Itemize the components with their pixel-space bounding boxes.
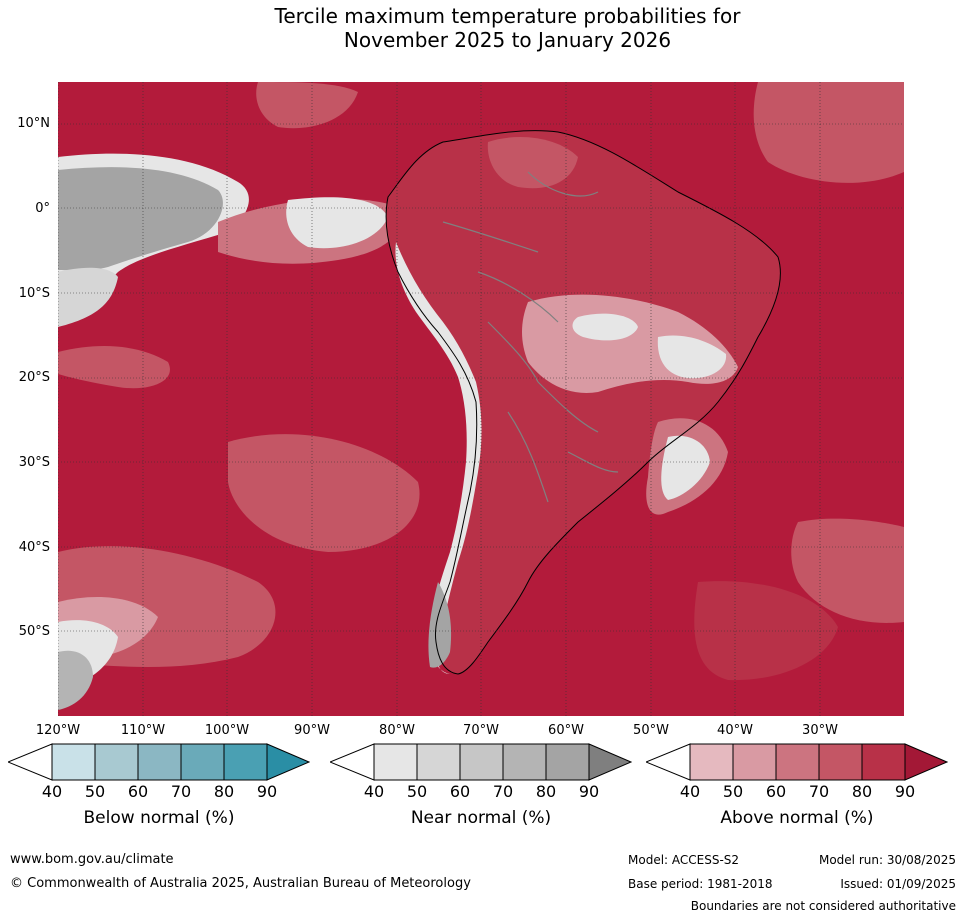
map-title: Tercile maximum temperature probabilitie…: [0, 4, 965, 52]
below-tick-70: 70: [170, 782, 192, 801]
above-tick-40: 40: [679, 782, 701, 801]
above-tick-90: 90: [894, 782, 916, 801]
galapagos-near-normal: [286, 197, 388, 249]
below-tick-90: 90: [256, 782, 278, 801]
lat-label-0: 0°: [35, 201, 50, 216]
colorbar-below-title: Below normal (%): [83, 808, 235, 828]
below-tick-40: 40: [41, 782, 63, 801]
below-tick-50: 50: [84, 782, 106, 801]
venezuela-above-70: [487, 137, 578, 189]
lon-label-110w: 110°W: [120, 723, 166, 738]
probability-map: [57, 82, 904, 716]
lon-label-50w: 50°W: [633, 723, 669, 738]
boundaries-note: Boundaries are not considered authoritat…: [690, 899, 956, 913]
lat-label-50s: 50°S: [18, 624, 50, 639]
brazil-near-normal-west: [572, 313, 638, 341]
colorbar-near-segments: [330, 743, 632, 781]
colorbar-near-normal: [330, 743, 632, 781]
colorbar-near-title: Near normal (%): [410, 808, 552, 828]
colorbar-above-normal: [646, 743, 948, 781]
patagonia-near-normal-dark: [428, 582, 452, 668]
brazil-near-normal-east: [657, 335, 727, 379]
near-tick-40: 40: [363, 782, 385, 801]
colorbar-below-normal: [8, 743, 310, 781]
near-tick-80: 80: [535, 782, 557, 801]
below-tick-60: 60: [127, 782, 149, 801]
atlantic-south-above-70: [791, 518, 904, 623]
lat-label-20s: 20°S: [18, 370, 50, 385]
issued-text: Issued: 01/09/2025: [840, 877, 956, 891]
lon-label-100w: 100°W: [204, 723, 250, 738]
copyright-text: © Commonwealth of Australia 2025, Austra…: [10, 876, 471, 891]
map-canvas: [57, 82, 904, 716]
atlantic-north-above-70: [753, 82, 904, 183]
coastline: [385, 130, 781, 675]
lon-label-60w: 60°W: [548, 723, 584, 738]
lat-label-10s: 10°S: [18, 286, 50, 301]
atlantic-near-normal: [661, 435, 710, 500]
lat-label-10n: 10°N: [17, 116, 50, 131]
lat-label-30s: 30°S: [18, 455, 50, 470]
colorbar-above-title: Above normal (%): [720, 808, 874, 828]
near-tick-50: 50: [406, 782, 428, 801]
pacific-near-normal-south: [58, 267, 118, 327]
base-period-text: Base period: 1981-2018: [628, 877, 773, 891]
pacific-above-70-north: [256, 82, 358, 129]
model-text: Model: ACCESS-S2: [628, 853, 740, 867]
colorbar-above-segments: [646, 743, 948, 781]
lon-label-30w: 30°W: [802, 723, 838, 738]
title-line-1: Tercile maximum temperature probabilitie…: [274, 4, 741, 28]
website-text: www.bom.gov.au/climate: [10, 852, 174, 867]
above-tick-60: 60: [765, 782, 787, 801]
lat-label-40s: 40°S: [18, 540, 50, 555]
atlantic-south-above-80: [694, 581, 838, 681]
pacific-near-normal-dark: [58, 167, 223, 271]
graticule: [57, 82, 904, 716]
near-tick-70: 70: [492, 782, 514, 801]
lon-label-40w: 40°W: [717, 723, 753, 738]
lon-label-80w: 80°W: [379, 723, 415, 738]
lon-label-120w: 120°W: [35, 723, 81, 738]
country-borders: [442, 171, 619, 503]
title-line-2: November 2025 to January 2026: [343, 28, 672, 52]
south-america-land: [386, 130, 781, 675]
pacific-near-normal-southwest-dark: [58, 650, 93, 710]
andes-near-normal: [395, 242, 482, 674]
above-tick-80: 80: [851, 782, 873, 801]
pacific-above-70-c: [228, 434, 420, 552]
near-tick-60: 60: [449, 782, 471, 801]
model-run-text: Model run: 30/08/2025: [818, 853, 956, 867]
above-tick-70: 70: [808, 782, 830, 801]
lon-label-70w: 70°W: [463, 723, 499, 738]
near-tick-90: 90: [578, 782, 600, 801]
below-tick-80: 80: [213, 782, 235, 801]
lon-label-90w: 90°W: [294, 723, 330, 738]
above-tick-50: 50: [722, 782, 744, 801]
colorbar-below-segments: [8, 743, 310, 781]
